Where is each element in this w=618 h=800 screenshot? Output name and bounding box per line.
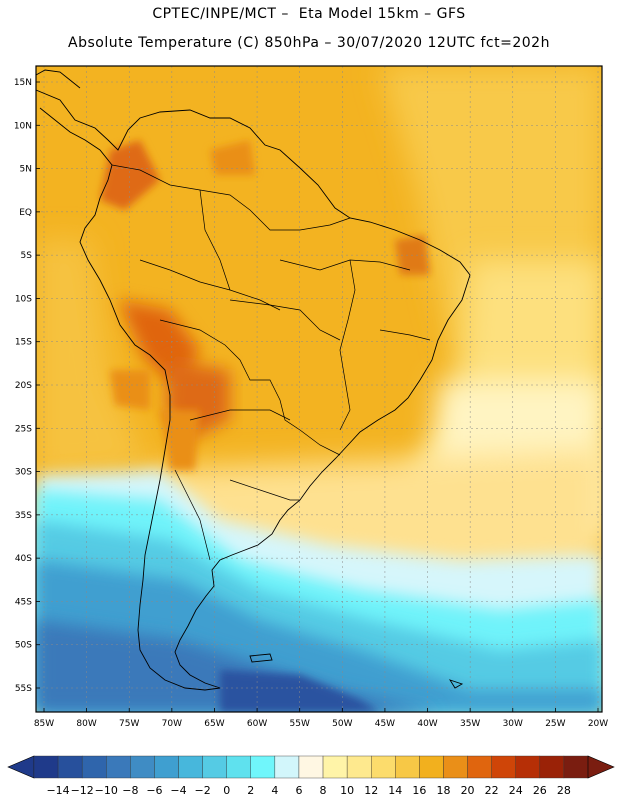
colorbar-tick-label: −2	[194, 784, 210, 797]
lon-label: 55W	[290, 719, 310, 729]
colorbar-tick-label: 24	[509, 784, 523, 797]
lon-label: 25W	[545, 719, 565, 729]
colorbar-tick-label: −4	[170, 784, 186, 797]
colorbar-tick-label: 8	[320, 784, 327, 797]
colorbar-bin	[130, 755, 155, 779]
colorbar-bin	[419, 755, 444, 779]
lat-label: 10N	[14, 121, 32, 131]
colorbar-left-arrow	[7, 755, 35, 779]
colorbar-bin	[106, 755, 131, 779]
coastline	[36, 69, 471, 691]
colorbar-tick-label: 2	[247, 784, 254, 797]
lat-label: 25S	[15, 424, 32, 434]
lon-label: 80W	[76, 719, 96, 729]
colorbar-bin	[322, 755, 348, 779]
colorbar-tick-label: −6	[146, 784, 162, 797]
colorbar-tick-label: 14	[388, 784, 402, 797]
colorbar-bin	[515, 755, 541, 779]
colorbar-bin	[539, 755, 565, 779]
colorbar-bin	[250, 755, 276, 779]
lon-label: 75W	[119, 719, 139, 729]
colorbar-bin	[346, 755, 372, 779]
lon-label: 70W	[162, 719, 182, 729]
lat-label: 10S	[15, 294, 32, 304]
lat-label: EQ	[19, 208, 32, 218]
colorbar-tick-label: 28	[557, 784, 571, 797]
lat-label: 50S	[15, 641, 32, 651]
colorbar-tick-label: −12	[71, 784, 94, 797]
lat-label: 40S	[15, 554, 32, 564]
lon-label: 35W	[460, 719, 480, 729]
latitude-labels: 15N 10N 5N EQ 5S 10S 15S 20S 25S 30S 35S 40S 45S 50S 5…	[14, 78, 40, 694]
colorbar-tick-labels: −14 −12 −10 −8 −6 −4 −2 0 2 4 6 8 10 12 14 16 18 20 22 24 26…	[46, 784, 570, 797]
colorbar-bin	[491, 755, 516, 779]
lat-label: 35S	[15, 511, 32, 521]
lat-label: 20S	[15, 381, 32, 391]
longitude-labels: 85W 80W 75W 70W 65W 60W 55W 50W 45W 40W 35W 30W 25W 2…	[34, 708, 608, 729]
colorbar-bin	[298, 755, 324, 779]
colorbar-right-arrow	[587, 755, 615, 779]
lon-label: 20W	[588, 719, 608, 729]
colorbar-tick-label: 10	[340, 784, 354, 797]
colorbar-bin	[57, 755, 83, 779]
colorbar-bin	[563, 755, 589, 779]
lat-label: 30S	[15, 468, 32, 478]
colorbar-bin	[226, 755, 251, 779]
lat-label: 15S	[15, 338, 32, 348]
colorbar-tick-label: 6	[295, 784, 302, 797]
lat-label: 45S	[15, 597, 32, 607]
lon-label: 65W	[204, 719, 224, 729]
colorbar	[7, 755, 615, 779]
colorbar-tick-label: 4	[271, 784, 278, 797]
colorbar-tick-label: 26	[533, 784, 547, 797]
colorbar-tick-label: 22	[485, 784, 499, 797]
colorbar-tick-label: 18	[436, 784, 450, 797]
colorbar-bin	[33, 755, 59, 779]
colorbar-bin	[467, 755, 492, 779]
colorbar-bin	[274, 755, 300, 779]
colorbar-tick-label: 0	[223, 784, 230, 797]
colorbar-tick-label: −10	[95, 784, 118, 797]
chart-title-line1: CPTEC/INPE/MCT – Eta Model 15km – GFS	[152, 6, 466, 22]
colorbar-tick-label: 16	[412, 784, 426, 797]
lat-label: 5N	[20, 165, 32, 175]
map-frame	[35, 65, 603, 713]
lat-label: 5S	[21, 251, 33, 261]
lon-label: 50W	[332, 719, 352, 729]
lon-label: 60W	[247, 719, 267, 729]
map-graticule	[36, 66, 602, 712]
colorbar-bin	[395, 755, 420, 779]
country-borders	[111, 164, 431, 561]
lon-label: 45W	[375, 719, 395, 729]
colorbar-bin	[371, 755, 396, 779]
lon-label: 30W	[503, 719, 523, 729]
colorbar-tick-label: 20	[461, 784, 475, 797]
lon-label: 85W	[34, 719, 54, 729]
temperature-field	[36, 66, 602, 712]
colorbar-tick-label: −14	[46, 784, 69, 797]
colorbar-bin	[178, 755, 203, 779]
colorbar-tick-label: 12	[364, 784, 378, 797]
lat-label: 15N	[14, 78, 32, 88]
colorbar-bin	[154, 755, 179, 779]
colorbar-bin	[81, 755, 107, 779]
colorbar-bin	[202, 755, 227, 779]
lon-label: 40W	[417, 719, 437, 729]
lat-label: 55S	[15, 684, 32, 694]
colorbar-bin	[443, 755, 468, 779]
colorbar-tick-label: −8	[122, 784, 138, 797]
chart-title-line2: Absolute Temperature (C) 850hPa – 30/07/…	[68, 35, 550, 51]
